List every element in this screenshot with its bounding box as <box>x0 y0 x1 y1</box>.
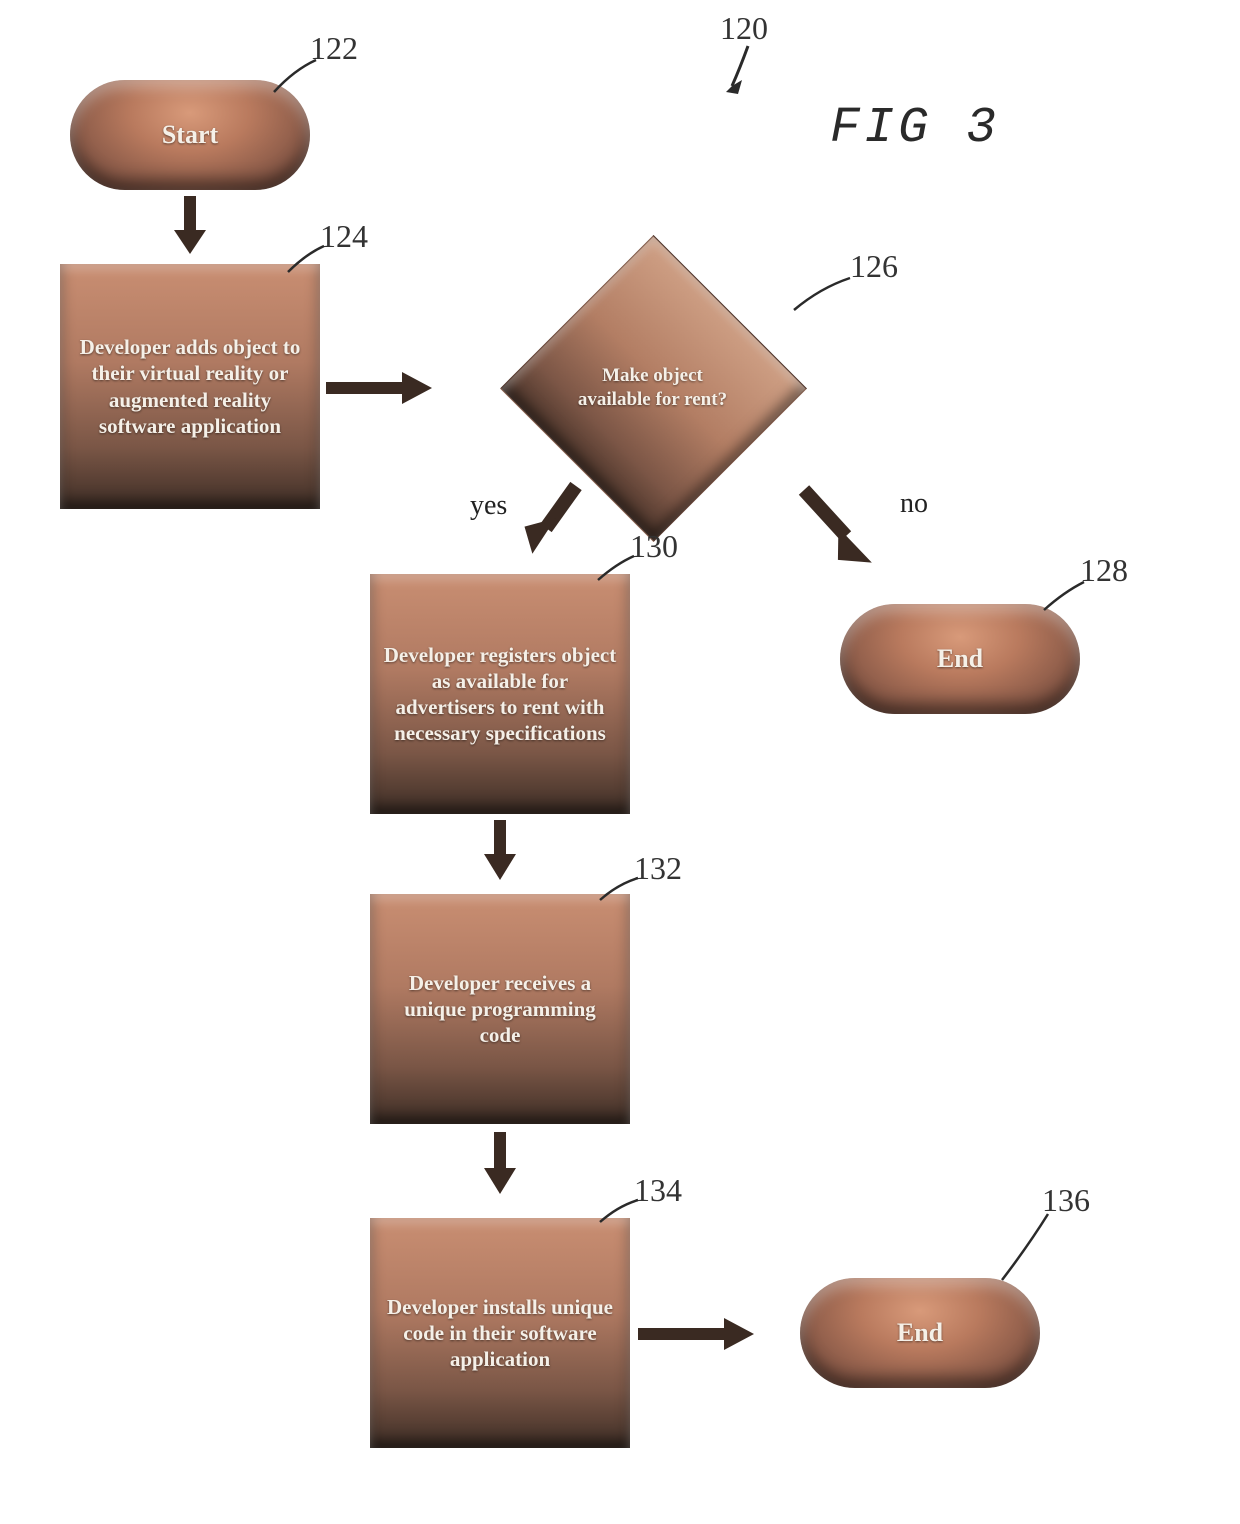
node-124: Developer adds object to their virtual r… <box>60 264 320 509</box>
pointer-120-icon <box>718 42 760 104</box>
node-130: Developer registers object as available … <box>370 574 630 814</box>
ref-126: 126 <box>850 248 898 285</box>
node-132: Developer receives a unique programming … <box>370 894 630 1124</box>
arrow-134-136 <box>638 1314 758 1354</box>
node-134: Developer installs unique code in their … <box>370 1218 630 1448</box>
node-126: Make object available for rent? <box>545 280 760 495</box>
arrow-126-128 <box>790 480 880 570</box>
flowchart-canvas: FIG 3 120 Start 122 Developer adds objec… <box>0 0 1240 1524</box>
edge-label-yes: yes <box>470 490 507 522</box>
leader-122 <box>270 56 320 96</box>
leader-132 <box>596 874 642 904</box>
arrow-122-124 <box>170 196 210 256</box>
figure-title: FIG 3 <box>830 100 1000 157</box>
leader-130 <box>594 552 638 584</box>
leader-128 <box>1040 578 1088 614</box>
arrow-124-126 <box>326 368 436 408</box>
node-126-label: Make object available for rent? <box>545 280 760 495</box>
edge-label-no: no <box>900 488 928 520</box>
leader-124 <box>284 242 328 276</box>
node-128: End <box>840 604 1080 714</box>
leader-134 <box>596 1196 642 1226</box>
leader-136 <box>996 1210 1052 1284</box>
arrow-132-134 <box>480 1132 520 1196</box>
arrow-126-130 <box>520 480 590 560</box>
node-136: End <box>800 1278 1040 1388</box>
arrow-130-132 <box>480 820 520 882</box>
leader-126 <box>790 274 854 314</box>
node-start: Start <box>70 80 310 190</box>
